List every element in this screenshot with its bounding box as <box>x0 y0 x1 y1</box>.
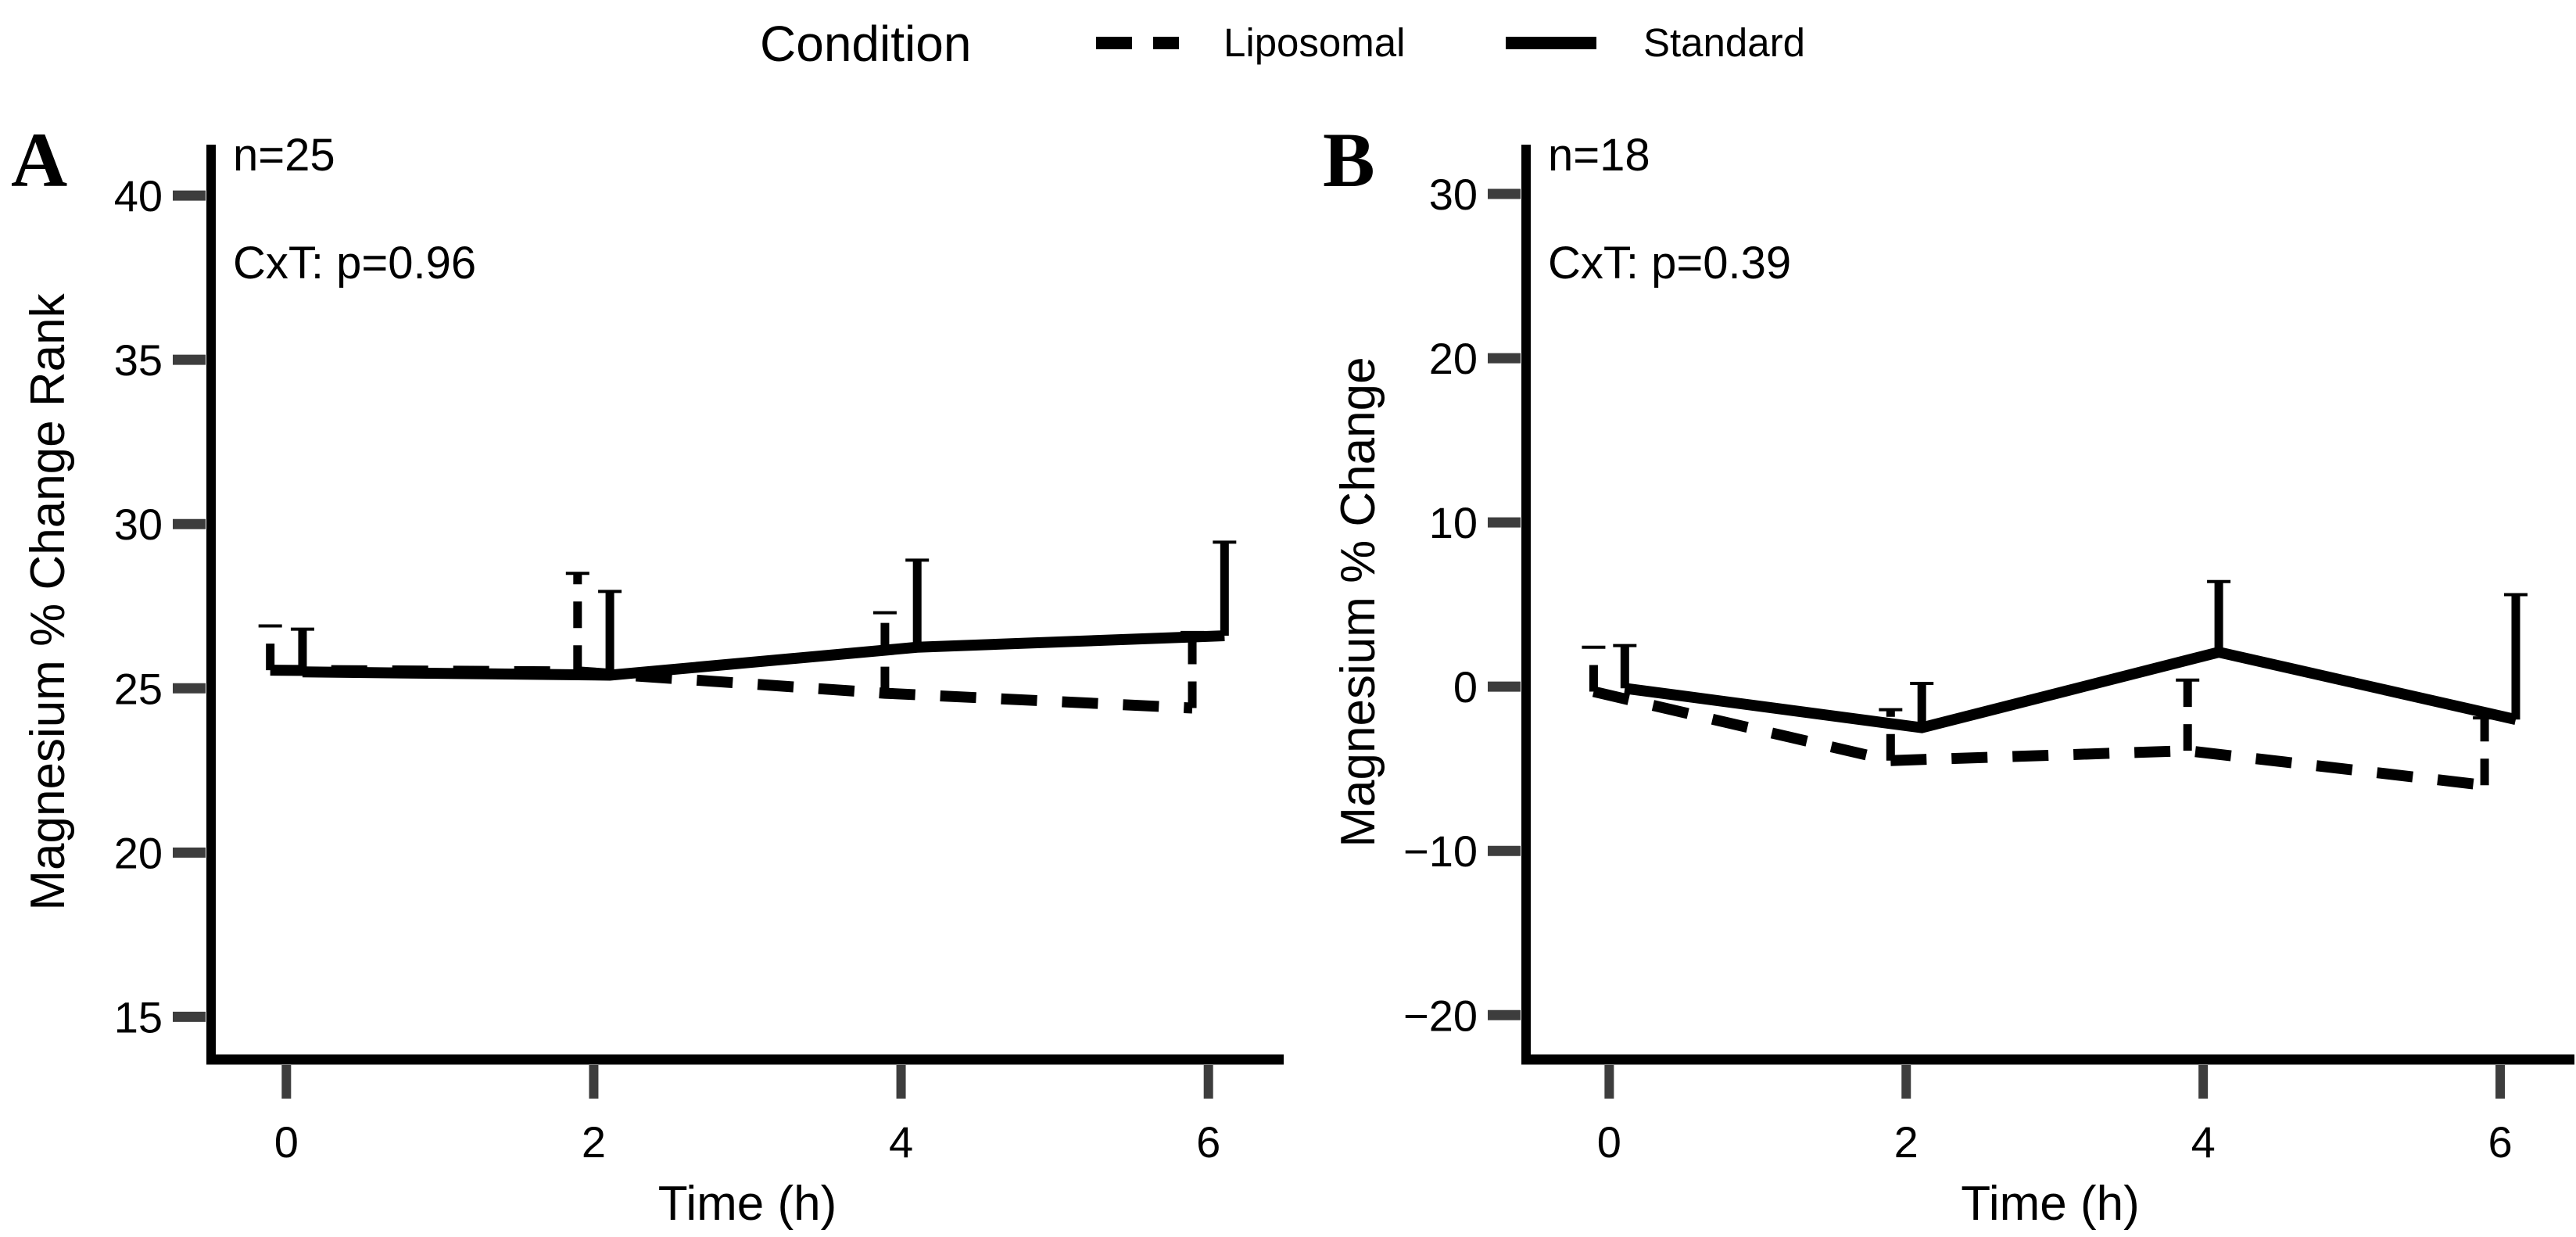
x-tick-label: 6 <box>1196 1117 1220 1167</box>
x-tick-label: 2 <box>1894 1117 1919 1167</box>
y-tick-label: −10 <box>1403 826 1478 876</box>
y-tick-label: 10 <box>1429 498 1478 547</box>
legend: Condition Liposomal Standard <box>760 16 1805 72</box>
y-tick-label: 20 <box>1429 334 1478 383</box>
interaction-pvalue-annotation: CxT: p=0.96 <box>233 238 476 289</box>
y-tick-label: 40 <box>114 171 163 221</box>
x-tick-label: 0 <box>274 1117 299 1167</box>
series-line-liposomal <box>1592 686 2485 791</box>
x-axis-label: Time (h) <box>658 1177 837 1231</box>
y-axis-label: Magnesium % Change <box>1331 357 1385 847</box>
y-tick-label: 30 <box>114 500 163 549</box>
y-axis-label: Magnesium % Change Rank <box>21 292 75 910</box>
x-tick-label: 4 <box>2191 1117 2216 1167</box>
y-tick-label: 15 <box>114 992 163 1042</box>
x-tick-label: 2 <box>582 1117 606 1167</box>
x-tick-label: 0 <box>1597 1117 1621 1167</box>
x-tick-label: 6 <box>2488 1117 2512 1167</box>
y-tick-label: 0 <box>1453 662 1478 712</box>
interaction-pvalue-annotation: CxT: p=0.39 <box>1548 238 1791 289</box>
y-tick-label: 25 <box>114 664 163 713</box>
y-tick-label: 30 <box>1429 170 1478 219</box>
y-tick-label: 20 <box>114 828 163 877</box>
series-line-standard <box>302 630 1225 681</box>
panel-b: 0 2 4 6 −20 −10 0 10 20 30 Time (h) Magnesium % Cha… <box>1323 117 2574 1231</box>
x-axis-label: Time (h) <box>1961 1177 2139 1231</box>
panel-a: 0 2 4 6 15 20 25 30 35 40 Time (h) Magnesium % Chan… <box>11 117 1284 1231</box>
series-line-standard <box>1624 646 2517 733</box>
legend-title: Condition <box>760 16 971 72</box>
y-tick-label: −20 <box>1403 991 1478 1040</box>
legend-item-standard-label: Standard <box>1643 20 1805 65</box>
sample-size-annotation: n=25 <box>233 130 335 181</box>
x-tick-label: 4 <box>889 1117 913 1167</box>
panel-letter: B <box>1323 117 1375 203</box>
legend-item-liposomal-label: Liposomal <box>1224 20 1405 65</box>
panel-letter: A <box>11 117 67 203</box>
sample-size-annotation: n=18 <box>1548 130 1650 181</box>
y-tick-label: 35 <box>114 335 163 385</box>
